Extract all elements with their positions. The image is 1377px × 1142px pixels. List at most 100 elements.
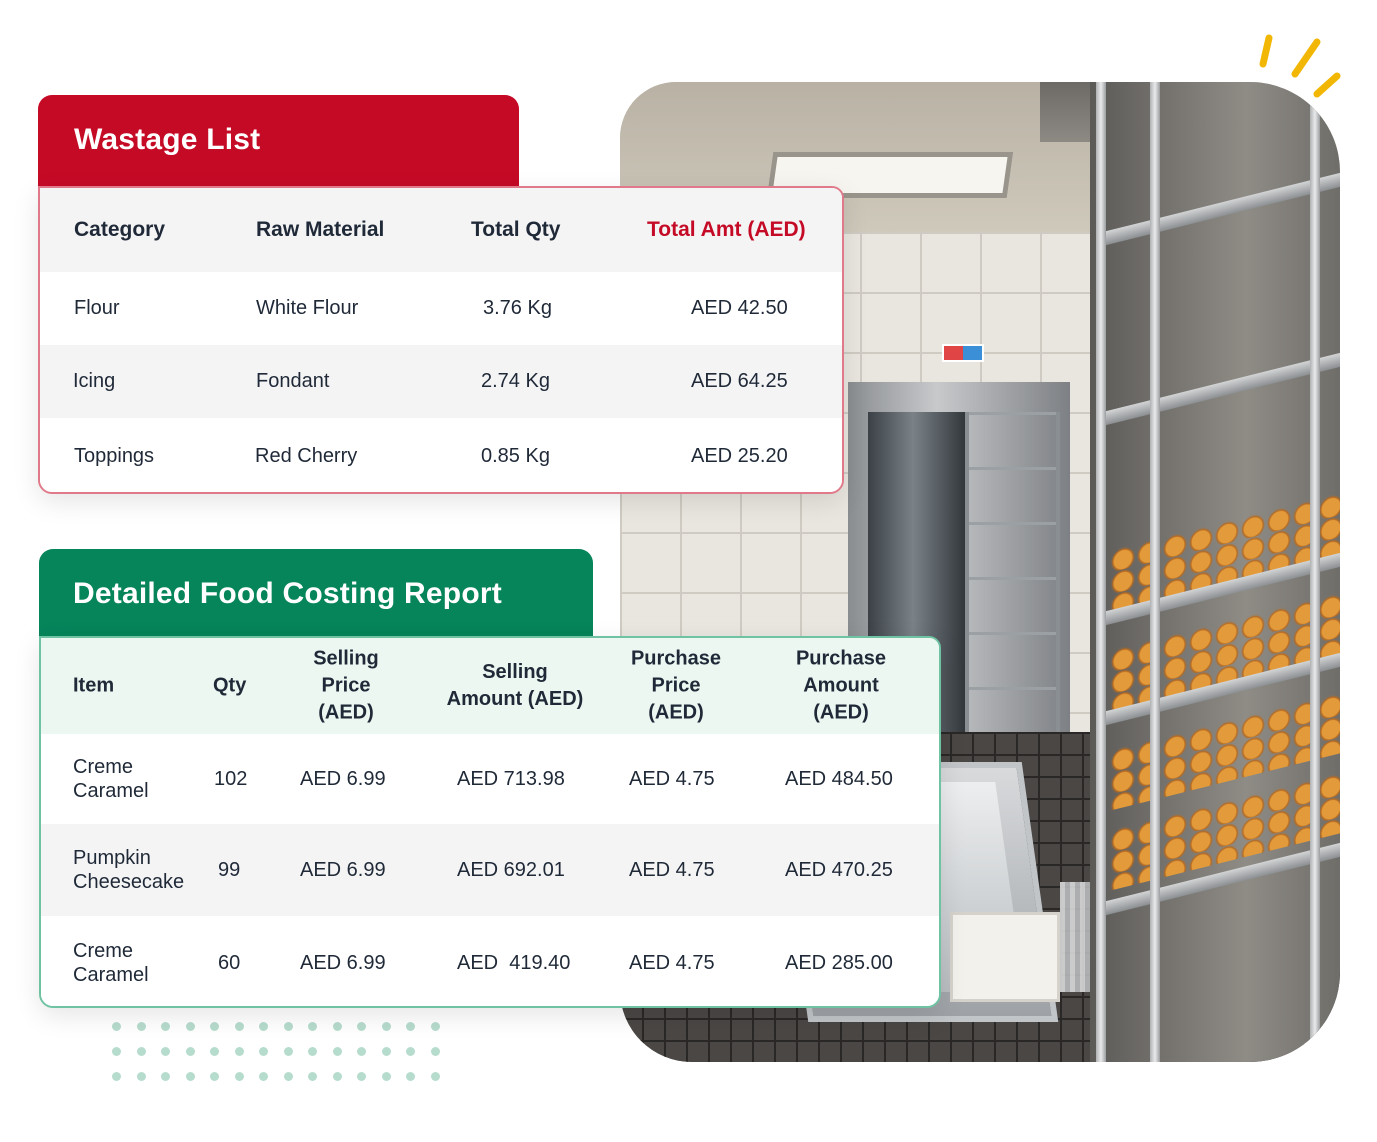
- decorative-dot: [161, 1047, 170, 1056]
- cell-qty: 60: [218, 952, 241, 974]
- decorative-dot: [136, 1072, 146, 1081]
- decorative-dot: [406, 1022, 415, 1031]
- column-header-total-qty: Total Qty: [471, 218, 561, 241]
- photo-shelf-post: [1150, 82, 1160, 1062]
- table-header-row: Item Qty Selling Price (AED) Selling Amo…: [41, 638, 939, 734]
- column-header-qty: Qty: [213, 674, 247, 697]
- column-header-purchase-price: Purchase Price (AED): [630, 647, 722, 724]
- cell-total-amt: AED 42.50: [691, 297, 788, 319]
- photo-wall-sign: [942, 344, 984, 362]
- cell-selling-amount: AED 419.40: [457, 952, 571, 974]
- cell-category: Toppings: [74, 444, 155, 467]
- decorative-dot: [185, 1072, 195, 1081]
- cell-purchase-amount: AED 484.50: [785, 768, 893, 790]
- table-row: Toppings Red Cherry 0.85 Kg AED 25.20: [40, 418, 842, 492]
- decorative-dot: [259, 1022, 268, 1031]
- decorative-dot: [210, 1022, 219, 1031]
- decorative-dot: [259, 1072, 268, 1081]
- decorative-dot: [332, 1047, 342, 1056]
- decorative-dot: [406, 1072, 415, 1081]
- column-header-selling-amount: Selling Amount (AED): [446, 661, 584, 710]
- decorative-dot: [210, 1072, 219, 1081]
- table-row: Pumpkin Cheesecake 99 AED 6.99 AED 692.0…: [41, 824, 939, 916]
- decorative-dot: [308, 1022, 317, 1031]
- cell-selling-amount: AED 692.01: [457, 859, 565, 881]
- cell-item: Pumpkin Cheesecake: [73, 847, 185, 893]
- decorative-dot: [161, 1022, 170, 1031]
- decorative-dot: [381, 1072, 391, 1081]
- cell-item: Creme Caramel: [73, 940, 149, 986]
- decorative-dot: [308, 1072, 317, 1081]
- decorative-dot: [406, 1047, 415, 1056]
- column-header-category: Category: [74, 218, 166, 241]
- decorative-dot: [381, 1022, 391, 1031]
- table-row: Icing Fondant 2.74 Kg AED 64.25: [40, 345, 842, 418]
- decorative-dot: [332, 1022, 342, 1031]
- cell-total-amt: AED 64.25: [691, 370, 788, 392]
- decorative-dot: [112, 1047, 121, 1056]
- column-header-purchase-amount: Purchase Amount (AED): [795, 647, 887, 724]
- decorative-dot: [283, 1047, 293, 1056]
- photo-small-rack: [965, 412, 1060, 742]
- cell-purchase-amount: AED 470.25: [785, 859, 893, 881]
- decorative-dot: [283, 1072, 293, 1081]
- decorative-dot: [234, 1072, 244, 1081]
- table-header-row: Category Raw Material Total Qty Total Am…: [40, 188, 842, 272]
- decorative-dot: [161, 1072, 170, 1081]
- decorative-dot: [210, 1047, 219, 1056]
- decorative-dot: [136, 1047, 146, 1056]
- decorative-dot: [112, 1022, 121, 1031]
- cell-selling-amount: AED 713.98: [457, 768, 565, 790]
- decorative-dot: [357, 1047, 366, 1056]
- decorative-dot: [381, 1047, 391, 1056]
- cell-purchase-price: AED 4.75: [629, 768, 715, 790]
- decorative-dot: [430, 1072, 440, 1081]
- cell-qty: 99: [218, 859, 241, 881]
- cell-category: Flour: [74, 297, 120, 319]
- cell-selling-price: AED 6.99: [300, 768, 386, 790]
- photo-shelf-post: [1310, 82, 1320, 1062]
- cell-total-qty: 2.74 Kg: [481, 370, 550, 392]
- decorative-dot: [308, 1047, 317, 1056]
- cell-raw-material: Red Cherry: [255, 444, 358, 467]
- column-header-item: Item: [73, 674, 115, 697]
- costing-table: Item Qty Selling Price (AED) Selling Amo…: [39, 636, 941, 1008]
- table-row: Creme Caramel 102 AED 6.99 AED 713.98 AE…: [41, 734, 939, 824]
- column-header-raw-material: Raw Material: [256, 218, 385, 241]
- decorative-dot: [234, 1047, 244, 1056]
- decorative-dot: [357, 1022, 366, 1031]
- photo-shelf-post: [1096, 82, 1106, 1062]
- decorative-dot: [430, 1047, 440, 1056]
- dot-pattern-decoration: [112, 1022, 440, 1086]
- cell-selling-price: AED 6.99: [300, 859, 386, 881]
- decorative-dot: [430, 1022, 440, 1031]
- column-header-total-amt: Total Amt (AED): [647, 218, 806, 241]
- wastage-table: Category Raw Material Total Qty Total Am…: [38, 186, 844, 494]
- photo-bread-box: [950, 912, 1060, 1002]
- cell-total-amt: AED 25.20: [691, 444, 788, 467]
- table-row: Flour White Flour 3.76 Kg AED 42.50: [40, 272, 842, 345]
- wastage-title: Wastage List: [74, 123, 261, 156]
- costing-title: Detailed Food Costing Report: [73, 577, 502, 610]
- cell-raw-material: Fondant: [256, 370, 330, 392]
- cell-purchase-price: AED 4.75: [629, 952, 715, 974]
- decorative-dot: [332, 1072, 342, 1081]
- cell-raw-material: White Flour: [256, 297, 359, 319]
- column-header-selling-price: Selling Price (AED): [313, 647, 379, 724]
- cell-selling-price: AED 6.99: [300, 952, 386, 974]
- table-row: Creme Caramel 60 AED 6.99 AED 419.40 AED…: [41, 916, 939, 1006]
- costing-card-header: Detailed Food Costing Report: [39, 549, 593, 649]
- decorative-dot: [185, 1022, 195, 1031]
- decorative-dot: [112, 1072, 121, 1081]
- decorative-dot: [357, 1072, 366, 1081]
- cell-category: Icing: [73, 370, 116, 392]
- cell-qty: 102: [214, 768, 248, 790]
- cell-total-qty: 0.85 Kg: [481, 444, 550, 467]
- decorative-dot: [234, 1022, 244, 1031]
- decorative-dot: [136, 1022, 146, 1031]
- cell-purchase-amount: AED 285.00: [785, 952, 893, 974]
- cell-total-qty: 3.76 Kg: [483, 297, 552, 319]
- decorative-dot: [283, 1022, 293, 1031]
- wastage-card-header: Wastage List: [38, 95, 519, 195]
- cell-purchase-price: AED 4.75: [629, 859, 715, 881]
